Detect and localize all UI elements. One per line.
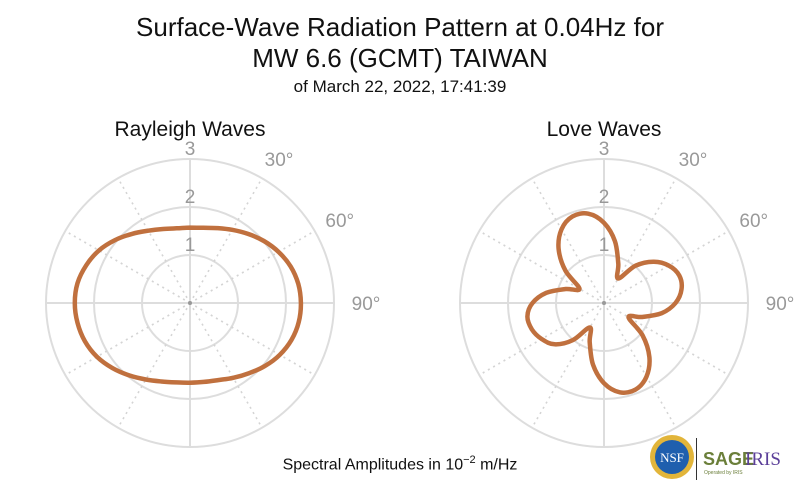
r-tick-label: 1: [599, 235, 610, 256]
theta-tick-label: 90°: [352, 294, 381, 315]
r-tick-label: 2: [185, 187, 196, 208]
grid-spoke: [603, 302, 677, 429]
chart-title-line1: Surface-Wave Radiation Pattern at 0.04Hz…: [136, 12, 664, 42]
iris-logo-text: IRIS: [745, 449, 781, 470]
r-tick-label: 3: [185, 139, 196, 160]
grid-spoke: [189, 302, 316, 376]
grid-spoke: [189, 177, 263, 304]
sage-logo-text: SAGE: [703, 449, 755, 469]
grid-spoke: [64, 302, 191, 376]
grid-spoke: [478, 230, 605, 304]
theta-tick-label: 60°: [739, 211, 768, 232]
nsf-logo: NSF: [650, 435, 694, 479]
r-tick-label: 3: [599, 139, 610, 160]
grid-spoke: [603, 177, 677, 304]
rayleigh-plot-title: Rayleigh Waves: [114, 118, 266, 141]
operated-by-text: Operated by IRIS: [704, 470, 743, 476]
grid-spoke: [64, 230, 191, 304]
units-prefix: Spectral Amplitudes in 10: [282, 456, 464, 474]
logo-divider: [696, 438, 697, 480]
units-exponent: −2: [463, 454, 476, 466]
love-pattern-line: [525, 211, 684, 395]
r-tick-label: 2: [599, 187, 610, 208]
grid-spoke: [603, 230, 730, 304]
love-plot-title: Love Waves: [546, 118, 662, 141]
r-tick-label: 1: [185, 235, 196, 256]
chart-subtitle: of March 22, 2022, 17:41:39: [293, 77, 507, 96]
chart-title-line2: MW 6.6 (GCMT) TAIWAN: [252, 43, 548, 73]
theta-tick-label: 30°: [679, 150, 708, 171]
theta-tick-label: 90°: [766, 294, 795, 315]
grid-spoke: [531, 302, 605, 429]
grid-spoke: [117, 177, 191, 304]
nsf-logo-text: NSF: [660, 450, 684, 465]
grid-spoke: [531, 177, 605, 304]
theta-tick-label: 30°: [265, 150, 294, 171]
origin-dot: [188, 301, 192, 305]
grid-spoke: [117, 302, 191, 429]
amplitude-units-label: Spectral Amplitudes in 10−2 m/Hz: [0, 454, 800, 474]
grid-spoke: [189, 230, 316, 304]
theta-tick-label: 60°: [325, 211, 354, 232]
rayleigh-pattern-line: [72, 225, 304, 385]
grid-spoke: [189, 302, 263, 429]
origin-dot: [602, 301, 606, 305]
units-suffix: m/Hz: [475, 456, 518, 474]
grid-spoke: [603, 302, 730, 376]
